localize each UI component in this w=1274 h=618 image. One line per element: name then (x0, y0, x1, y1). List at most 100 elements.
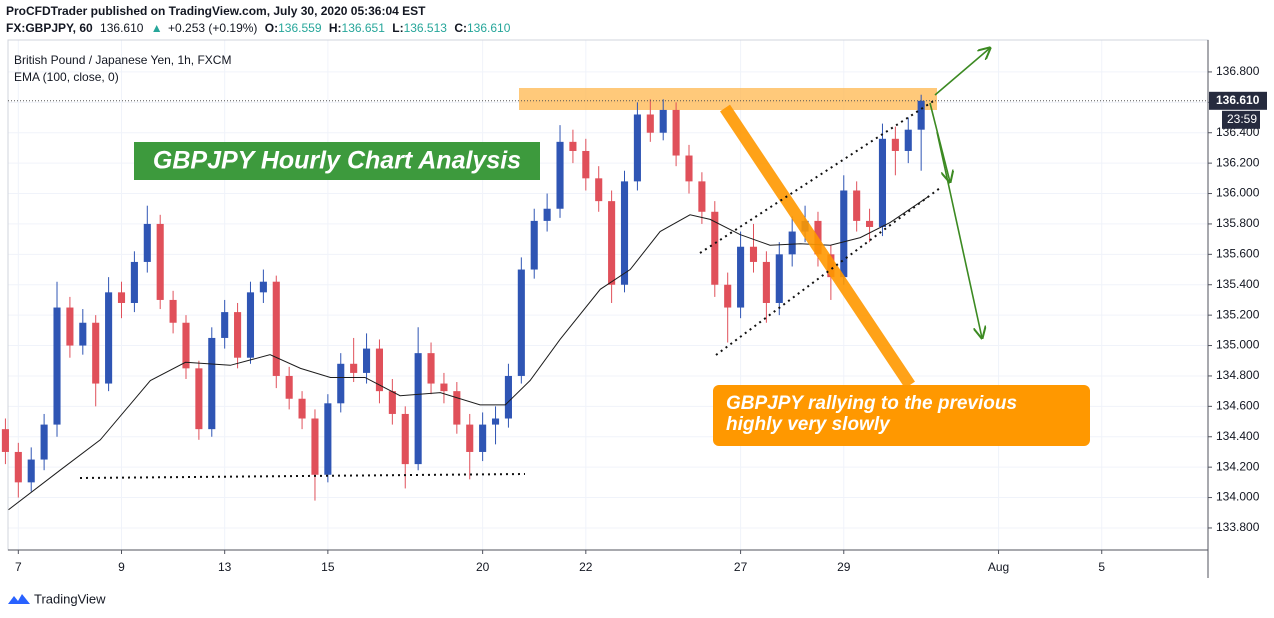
candle-body (749, 246, 758, 262)
candle-body (195, 368, 203, 430)
candle-body (840, 190, 848, 278)
y-tick-label: 135.200 (1216, 307, 1260, 321)
y-tick-label: 135.600 (1216, 247, 1260, 261)
candle-body (285, 375, 293, 399)
chart-subtitle: British Pound / Japanese Yen, 1h, FXCM (14, 53, 231, 67)
candle-body (620, 181, 629, 285)
candle-body (917, 100, 925, 130)
symbol: FX:GBPJPY, 60 (6, 21, 93, 35)
x-tick-label: 7 (15, 560, 22, 574)
candle-body (543, 208, 551, 221)
y-tick-label: 133.800 (1216, 520, 1260, 534)
candle-body (14, 451, 22, 483)
arrow-down (936, 131, 982, 338)
candle-body (401, 413, 409, 465)
candle-body (375, 348, 383, 392)
candle-body (272, 281, 280, 376)
candle-body (27, 459, 35, 483)
candle-body (569, 141, 577, 151)
candle-body (1, 429, 9, 452)
last: 136.610 (100, 21, 144, 35)
candle-body (363, 348, 371, 373)
close-label: C: (454, 21, 467, 35)
candle-body (414, 353, 422, 465)
candle-body (646, 114, 654, 133)
candle-body (878, 138, 887, 227)
candle-body (388, 391, 396, 414)
candle-body (79, 322, 87, 346)
candle-body (259, 281, 267, 293)
candle-body (234, 312, 242, 358)
candle-body (130, 261, 138, 303)
candle-body (595, 178, 603, 202)
candle-body (904, 129, 912, 151)
callout-line: highly very slowly (726, 414, 891, 435)
y-tick-label: 136.000 (1216, 186, 1260, 200)
x-tick-label: 13 (218, 560, 232, 574)
y-tick-label: 134.600 (1216, 399, 1260, 413)
title-box (134, 142, 540, 180)
candle-body (685, 155, 693, 182)
candle-body (853, 190, 861, 221)
candle-body (698, 181, 706, 212)
up-icon: ▲ (151, 21, 163, 35)
candle-body (530, 220, 538, 270)
candle-body (66, 307, 74, 346)
candle-body (324, 403, 332, 475)
y-tick-label: 135.000 (1216, 338, 1260, 352)
y-tick-label: 135.400 (1216, 277, 1260, 291)
callout-box (713, 385, 1090, 446)
x-tick-label: 20 (476, 560, 490, 574)
candle-body (659, 109, 667, 133)
candle-body (246, 292, 255, 358)
candle-body (633, 114, 641, 182)
callout-line: GBPJPY rallying to the previous (726, 393, 1017, 414)
candle-body (775, 254, 783, 303)
candle-body (143, 223, 151, 262)
x-tick-label: Aug (988, 560, 1009, 574)
x-tick-label: 29 (837, 560, 851, 574)
brand-logo (8, 594, 30, 604)
candle-body (117, 292, 126, 303)
candle-body (737, 246, 745, 308)
symbol-line: FX:GBPJPY, 60 136.610 ▲ +0.253 (+0.19%) … (6, 21, 511, 35)
axes: 133.800 134.000 134.200 134.400 134.600 134.8… (15, 64, 1267, 574)
candle-body (608, 201, 616, 285)
candle-body (556, 141, 564, 209)
candle-body (479, 424, 487, 452)
chart-title: GBPJPY Hourly Chart Analysis (153, 147, 521, 175)
x-tick-label: 15 (321, 560, 335, 574)
candle-body (724, 284, 732, 308)
open-label: O: (265, 21, 278, 35)
candle-body (582, 150, 590, 179)
candle-body (92, 322, 100, 384)
high: 136.651 (342, 21, 386, 35)
support-line (79, 473, 526, 479)
candle-body (156, 223, 164, 300)
candle-body (504, 375, 512, 419)
y-tick-label: 136.200 (1216, 155, 1260, 169)
x-tick-label: 22 (579, 560, 593, 574)
candle-body (788, 231, 796, 255)
candle-body (427, 353, 435, 384)
candle-body (891, 138, 899, 151)
candle-body (182, 322, 190, 369)
candle-body (453, 391, 461, 425)
close: 136.610 (467, 21, 511, 35)
x-tick-label: 9 (118, 560, 125, 574)
low-label: L: (392, 21, 403, 35)
brand: TradingView (34, 591, 106, 606)
x-tick-label: 5 (1098, 560, 1105, 574)
countdown-box (1222, 110, 1260, 129)
candle-body (105, 292, 113, 384)
x-tick-label: 27 (734, 560, 748, 574)
candle-body (350, 363, 358, 373)
candle-body (221, 312, 229, 338)
candle-body (169, 299, 177, 323)
low: 136.513 (404, 21, 448, 35)
last-price-label: 136.610 (1216, 93, 1260, 107)
candle-body (466, 424, 474, 452)
last-price-box (1209, 91, 1267, 110)
arrow-up (934, 48, 990, 96)
candle-body (491, 418, 500, 425)
